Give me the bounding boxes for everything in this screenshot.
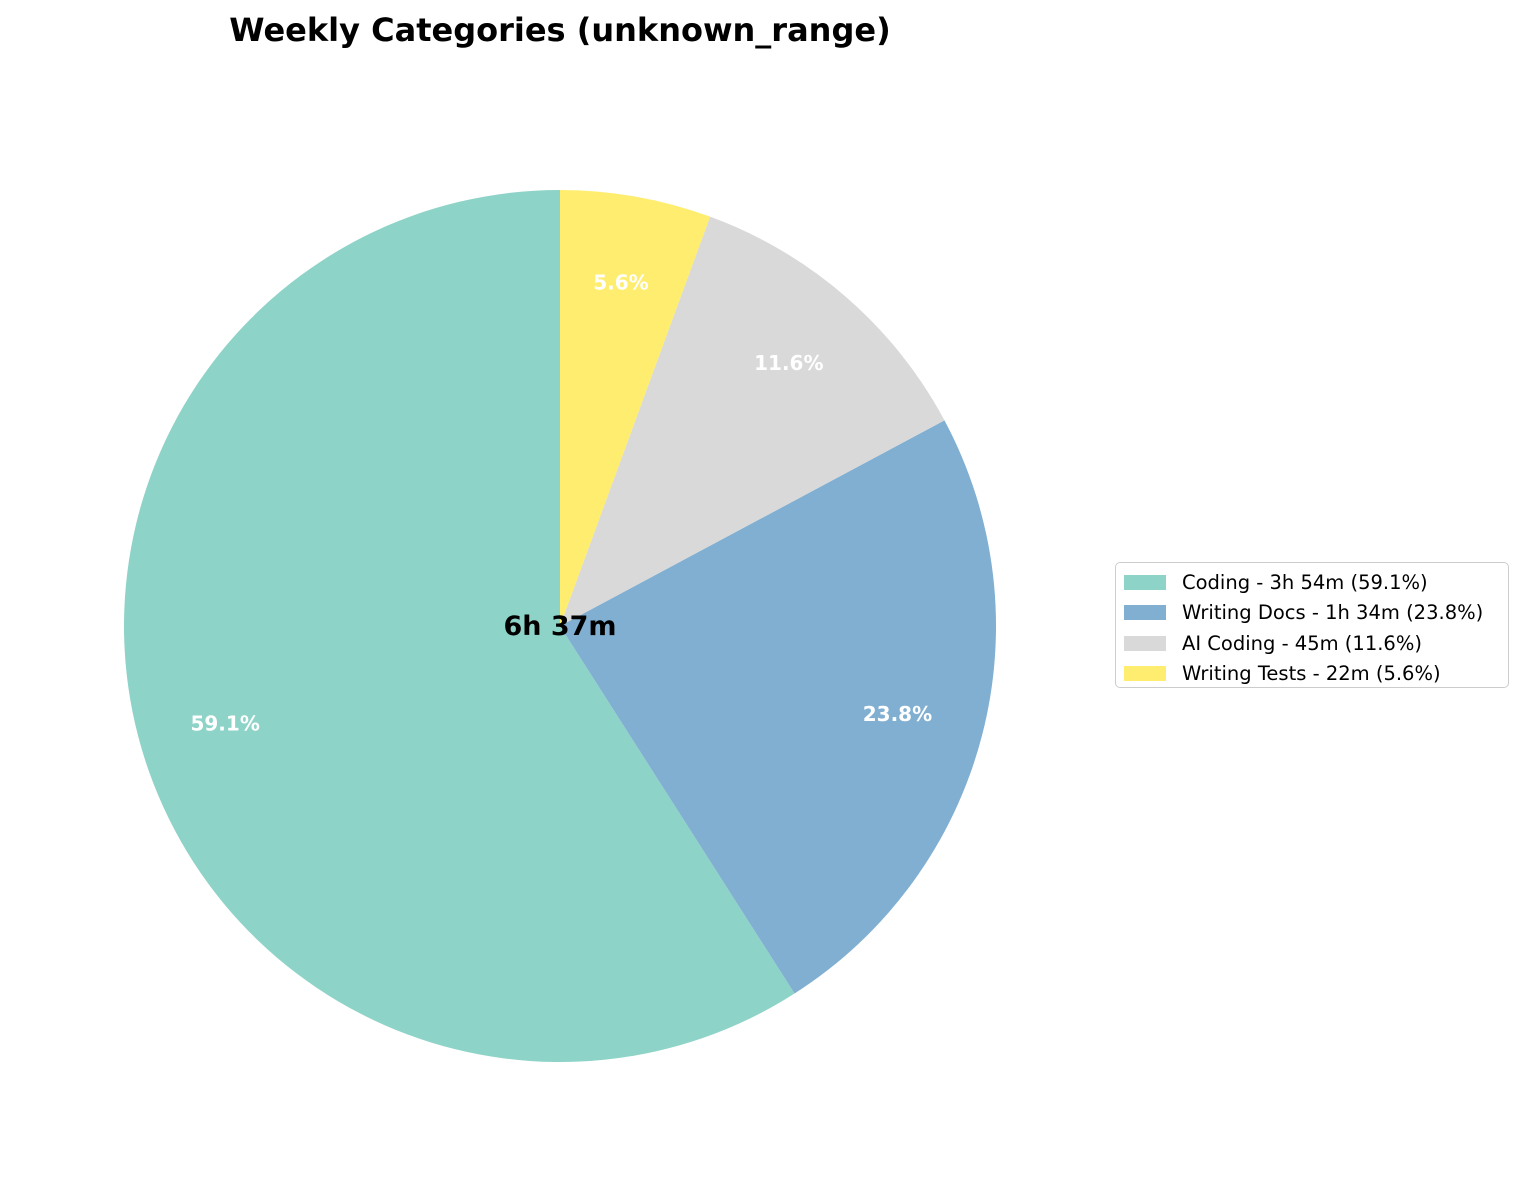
legend-swatch xyxy=(1124,635,1166,651)
slice-percent-label: 23.8% xyxy=(863,702,932,726)
chart-title: Weekly Categories (unknown_range) xyxy=(229,11,890,49)
pie-slices xyxy=(123,190,996,1063)
legend-swatch xyxy=(1124,666,1166,682)
slice-percent-label: 5.6% xyxy=(593,271,648,295)
legend-item-coding: Coding - 3h 54m (59.1%) xyxy=(1124,567,1508,598)
pie-slice-ai-coding xyxy=(560,216,945,626)
chart-legend: Coding - 3h 54m (59.1%) Writing Docs - 1… xyxy=(1115,562,1509,688)
legend-label: Writing Docs - 1h 34m (23.8%) xyxy=(1182,601,1484,625)
legend-label: Writing Tests - 22m (5.6%) xyxy=(1182,662,1441,686)
legend-label: AI Coding - 45m (11.6%) xyxy=(1182,631,1422,655)
legend-swatch xyxy=(1124,605,1166,621)
pie-slice-labels: 59.1% 23.8% 11.6% 5.6% xyxy=(190,271,932,736)
legend-item-writing-docs: Writing Docs - 1h 34m (23.8%) xyxy=(1124,598,1508,629)
legend-swatch xyxy=(1124,574,1166,590)
slice-percent-label: 59.1% xyxy=(190,712,259,736)
center-total-label: 6h 37m xyxy=(503,611,616,642)
pie-slice-writing-docs xyxy=(560,420,996,994)
legend-item-ai-coding: AI Coding - 45m (11.6%) xyxy=(1124,628,1508,659)
slice-percent-label: 11.6% xyxy=(754,351,823,375)
legend-item-writing-tests: Writing Tests - 22m (5.6%) xyxy=(1124,659,1508,690)
pie-slice-writing-tests xyxy=(560,190,711,626)
legend-label: Coding - 3h 54m (59.1%) xyxy=(1182,570,1428,594)
pie-slice-coding xyxy=(123,190,795,1063)
